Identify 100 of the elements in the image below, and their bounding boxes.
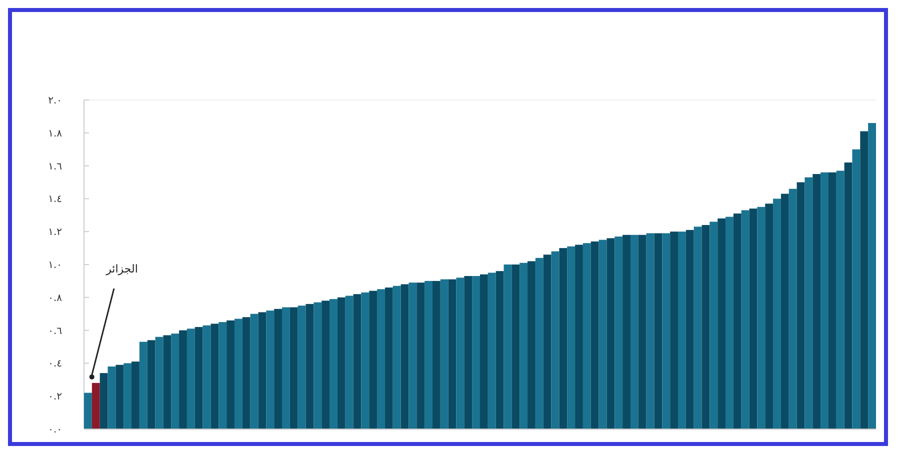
- bar: [108, 366, 116, 429]
- bar: [718, 218, 726, 429]
- bar: [361, 292, 370, 429]
- bar: [844, 162, 852, 429]
- bar: [528, 261, 536, 429]
- bar: [694, 226, 702, 429]
- bar: [820, 172, 828, 429]
- bar: [100, 373, 108, 429]
- bar: [163, 335, 172, 429]
- bar: [330, 299, 338, 429]
- bar: [828, 172, 836, 429]
- bar: [480, 274, 488, 429]
- bar: [638, 234, 646, 429]
- bar: [598, 240, 607, 429]
- bar: [139, 342, 148, 429]
- bar: [369, 290, 378, 429]
- bar: [266, 310, 274, 429]
- bar: [408, 282, 417, 429]
- bar: [726, 216, 734, 429]
- y-tick-label: ٢.٠: [48, 96, 62, 106]
- bar: [678, 232, 686, 429]
- bar: [92, 382, 100, 429]
- bar: [432, 280, 440, 429]
- bar: [741, 210, 750, 429]
- bar: [258, 312, 266, 429]
- bar: [662, 233, 670, 429]
- bar: [780, 194, 789, 429]
- bar: [614, 236, 623, 429]
- bar: [377, 289, 385, 429]
- bar: [804, 177, 813, 429]
- bar: [773, 198, 781, 429]
- bar: [194, 327, 203, 429]
- y-tick-label: ١.٠: [48, 260, 62, 271]
- bar: [606, 238, 615, 429]
- bar: [670, 232, 678, 429]
- y-tick-label: ١.٤: [48, 194, 62, 206]
- bar: [440, 279, 448, 429]
- bar: [788, 188, 797, 429]
- bar: [622, 234, 630, 429]
- bar: [796, 182, 805, 429]
- bar: [852, 149, 860, 429]
- bar: [155, 336, 164, 429]
- bar: [812, 174, 821, 429]
- bar: [448, 279, 456, 429]
- bar: [290, 307, 298, 429]
- bar: [757, 206, 766, 429]
- bar: [234, 318, 242, 429]
- bar: [702, 225, 710, 429]
- bar: [124, 363, 132, 429]
- y-tick-label: ٠.٦: [48, 326, 62, 337]
- bar: [868, 123, 876, 429]
- bar: [392, 286, 401, 429]
- bar: [84, 392, 92, 429]
- bar: [836, 170, 844, 429]
- bar: [314, 302, 322, 429]
- bar: [218, 322, 227, 429]
- bar: [274, 308, 282, 429]
- bar: [250, 314, 258, 429]
- bar: [132, 362, 140, 429]
- bar: [765, 204, 774, 429]
- bar: [590, 241, 599, 429]
- bar: [646, 233, 654, 429]
- bar: [202, 325, 211, 429]
- bar: [306, 304, 314, 429]
- bar: [384, 288, 393, 429]
- bar: [686, 230, 694, 429]
- bar: [147, 340, 156, 429]
- bar: [424, 280, 432, 429]
- bar: [337, 297, 346, 429]
- bar: [472, 276, 480, 429]
- y-tick-label: ٠.٤: [48, 358, 62, 370]
- bar: [551, 251, 560, 429]
- bar: [710, 222, 718, 429]
- bar: [582, 243, 591, 429]
- bar: [242, 317, 250, 429]
- bar: [749, 208, 758, 429]
- bar: [226, 320, 234, 429]
- annotation: الجزائر: [105, 262, 138, 276]
- bar: [488, 272, 496, 429]
- y-tick-label: ١.٢: [48, 227, 62, 238]
- bar: [186, 328, 195, 429]
- bar: [179, 330, 187, 429]
- bar: [464, 276, 472, 429]
- bar: [456, 278, 464, 429]
- bar: [733, 214, 742, 429]
- y-tick-label: ١.٨: [48, 128, 63, 140]
- bar: [496, 271, 504, 429]
- bar: [520, 262, 528, 429]
- bar: [345, 296, 354, 429]
- bar: [630, 234, 638, 429]
- bar: [282, 307, 290, 429]
- bar: [535, 258, 544, 429]
- bar: [210, 324, 219, 429]
- bar: [575, 244, 583, 429]
- bar: [116, 364, 124, 429]
- bar: [559, 248, 568, 429]
- bar: [654, 233, 662, 429]
- y-tick-label: ٠.٠: [48, 424, 62, 436]
- y-tick-label: ١.٦: [48, 161, 62, 172]
- bar: [171, 334, 180, 429]
